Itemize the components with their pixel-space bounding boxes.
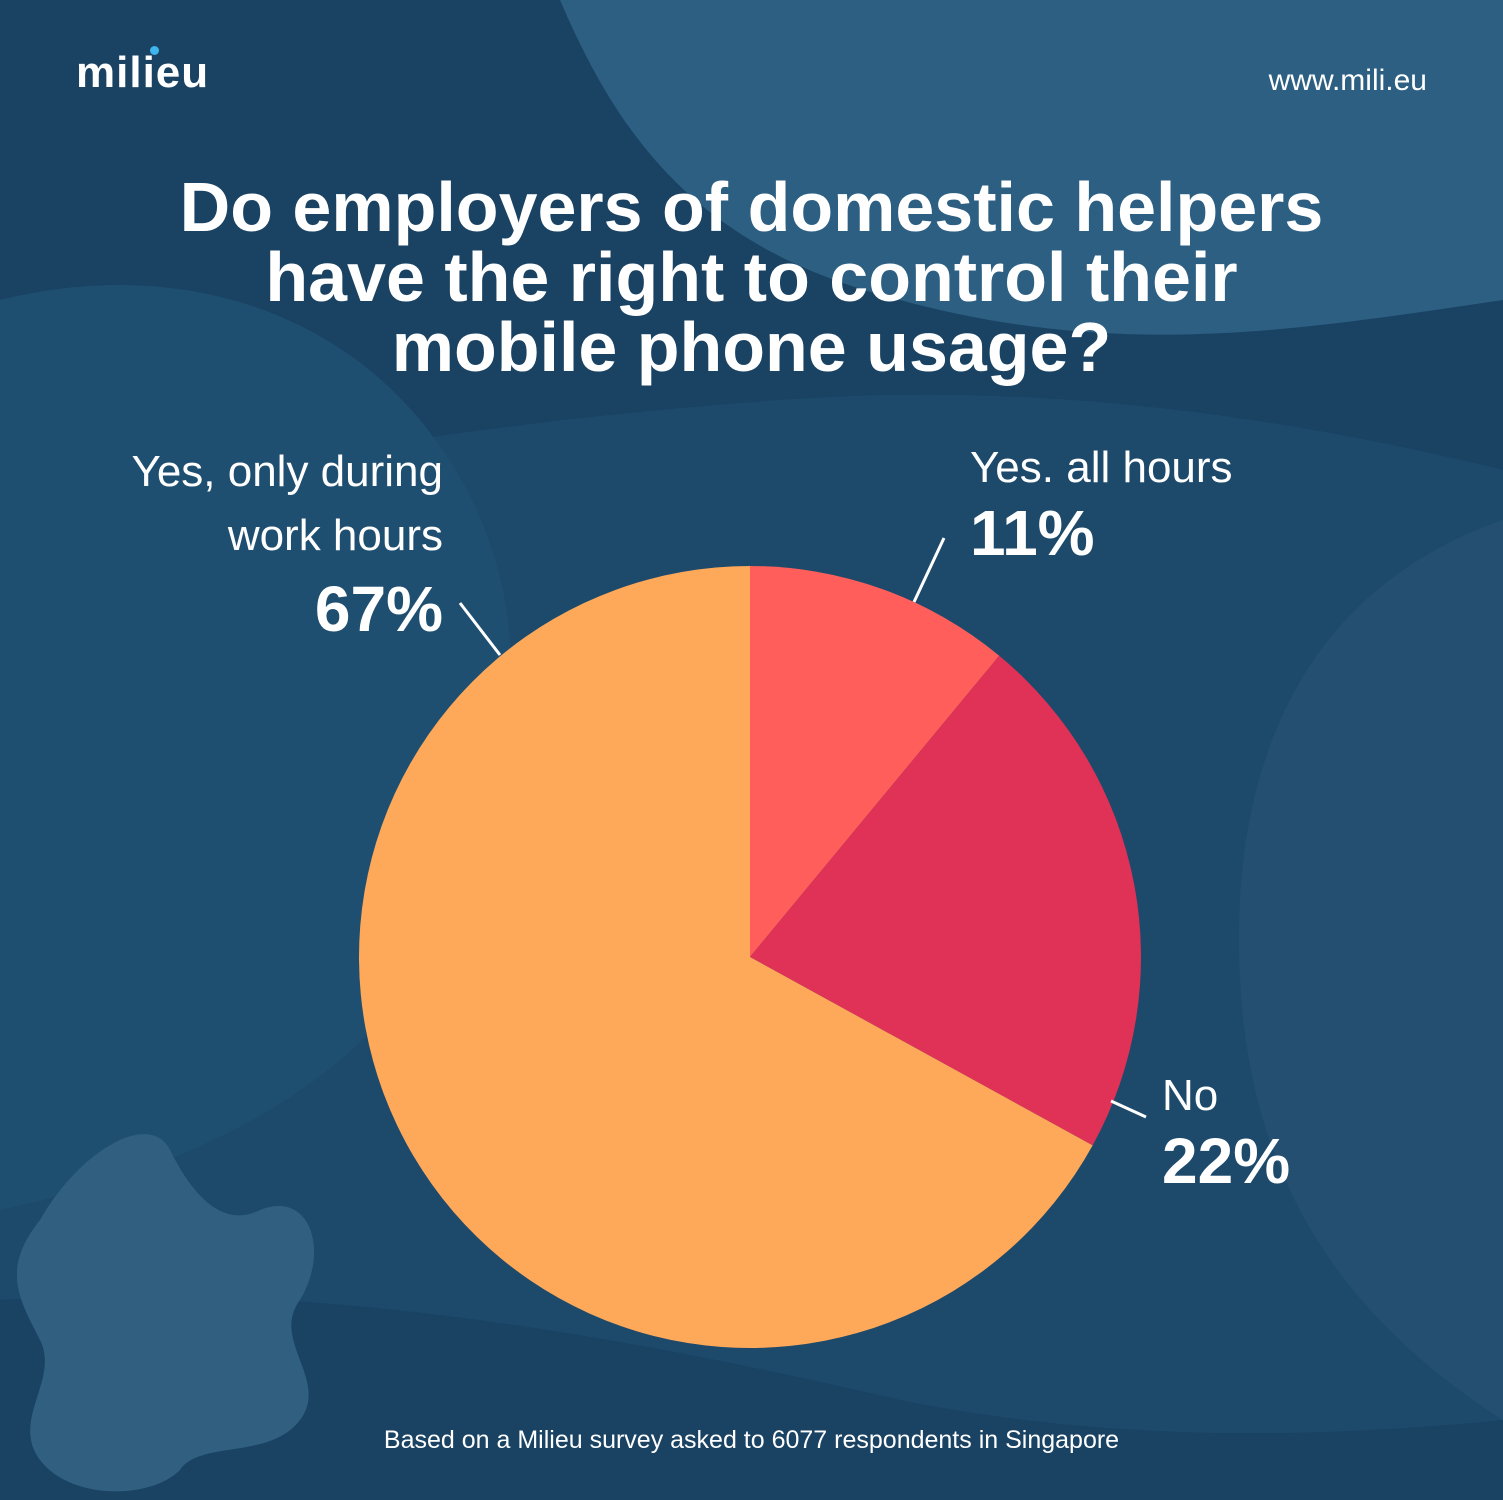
leader-line [458,602,502,656]
slice-label-line: work hours [227,511,443,560]
title-line-2: have the right to control their [265,238,1238,316]
slice-yes-all-hours [750,566,1000,957]
survey-footnote: Based on a Milieu survey asked to 6077 r… [383,1426,1120,1454]
leader-line [912,537,946,603]
bg-shape-bottom-band [0,1295,1503,1500]
slice-label-line: Yes. all hours [970,443,1233,492]
milieu-logo[interactable]: milieu [76,46,210,98]
bg-shape-blob [16,1134,315,1492]
slice-label-yes-all-hours: Yes. all hours [970,436,1233,500]
slice-yes-work-hours [358,566,1093,1349]
slice-value-yes-work-hours: 67% [314,573,443,645]
title-line-3: mobile phone usage? [391,308,1112,386]
logo-dot-icon [150,46,159,55]
site-url-link[interactable]: www.mili.eu [1268,64,1427,97]
pie-chart [358,566,1141,1349]
logo-text: milieu [76,48,210,97]
slice-no [750,655,1141,1146]
leader-line [1110,1099,1147,1119]
slice-label-yes-work-hours: Yes, only during work hours [40,440,443,568]
chart-title: Do employers of domestic helpers have th… [80,172,1423,382]
slice-label-line: Yes, only during [131,447,443,496]
slice-value-no: 22% [1162,1125,1291,1197]
slice-label-line: No [1162,1071,1219,1120]
leader-lines [458,537,1147,1119]
bg-shape-right-arc [1239,520,1503,1420]
slice-value-yes-all-hours: 11% [970,497,1095,569]
slice-label-no: No [1162,1064,1218,1128]
title-line-1: Do employers of domestic helpers [179,168,1324,246]
bg-shape-large-arc [560,0,1503,335]
